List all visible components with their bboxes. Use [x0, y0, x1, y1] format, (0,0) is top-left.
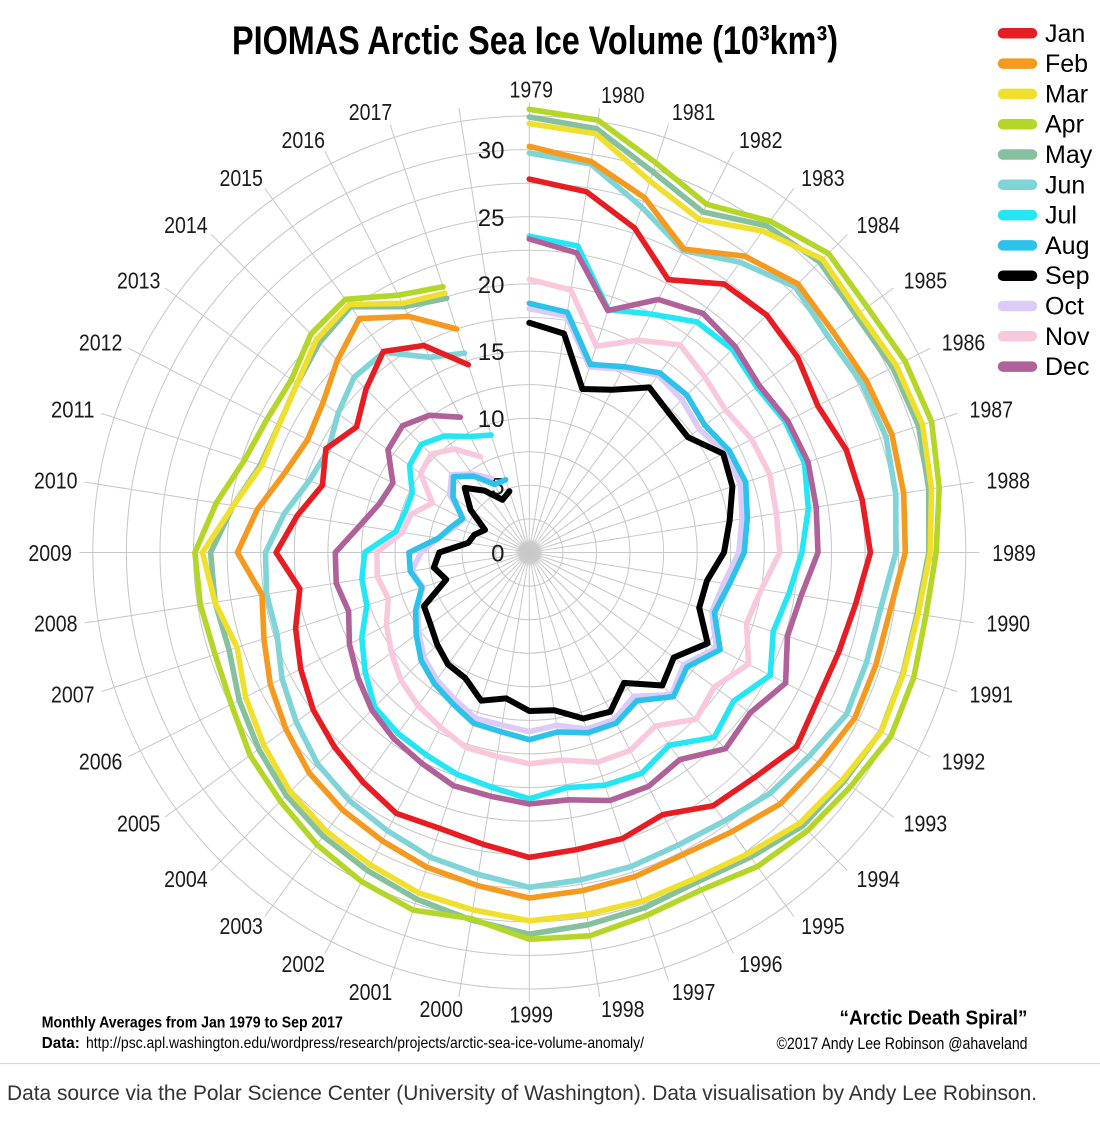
- svg-text:2012: 2012: [79, 330, 123, 356]
- svg-text:1979: 1979: [510, 76, 554, 102]
- svg-text:1983: 1983: [801, 165, 845, 191]
- svg-text:10: 10: [478, 406, 505, 433]
- svg-text:“Arctic Death Spiral”: “Arctic Death Spiral”: [840, 1008, 1028, 1030]
- svg-text:15: 15: [478, 339, 505, 366]
- svg-text:Data source via the Polar Scie: Data source via the Polar Science Center…: [7, 1082, 1037, 1105]
- svg-text:2017: 2017: [349, 99, 393, 125]
- svg-text:1990: 1990: [987, 611, 1031, 637]
- svg-text:2007: 2007: [51, 681, 95, 707]
- svg-text:Dec: Dec: [1045, 353, 1089, 381]
- svg-text:1996: 1996: [739, 951, 783, 977]
- svg-text:http://psc.apl.washington.edu/: http://psc.apl.washington.edu/wordpress/…: [86, 1035, 644, 1052]
- svg-text:2000: 2000: [420, 996, 464, 1022]
- svg-text:Mar: Mar: [1045, 80, 1088, 108]
- svg-text:1984: 1984: [856, 212, 900, 238]
- svg-text:1985: 1985: [904, 267, 948, 293]
- svg-text:1986: 1986: [942, 330, 986, 356]
- svg-text:Aug: Aug: [1045, 232, 1089, 260]
- svg-text:0: 0: [491, 541, 504, 568]
- svg-text:2002: 2002: [282, 951, 326, 977]
- svg-text:1988: 1988: [987, 468, 1031, 494]
- svg-text:2015: 2015: [219, 165, 263, 191]
- svg-text:©2017 Andy Lee Robinson @ahave: ©2017 Andy Lee Robinson @ahaveland: [777, 1034, 1028, 1053]
- svg-text:Jan: Jan: [1045, 20, 1085, 48]
- svg-text:1992: 1992: [942, 749, 986, 775]
- svg-text:May: May: [1045, 141, 1093, 169]
- svg-text:Jun: Jun: [1045, 171, 1085, 199]
- svg-text:2013: 2013: [117, 267, 161, 293]
- svg-text:1998: 1998: [601, 996, 645, 1022]
- svg-text:Feb: Feb: [1045, 50, 1088, 78]
- svg-text:1981: 1981: [672, 99, 716, 125]
- svg-text:2003: 2003: [219, 913, 263, 939]
- svg-text:1991: 1991: [970, 681, 1014, 707]
- svg-text:2010: 2010: [34, 468, 78, 494]
- svg-text:Data:: Data:: [42, 1035, 80, 1052]
- svg-text:1989: 1989: [992, 540, 1036, 566]
- svg-text:1999: 1999: [510, 1002, 554, 1028]
- svg-text:Apr: Apr: [1045, 111, 1084, 139]
- svg-text:Sep: Sep: [1045, 262, 1089, 290]
- svg-text:1987: 1987: [970, 397, 1014, 423]
- svg-text:2006: 2006: [79, 749, 123, 775]
- svg-text:2001: 2001: [349, 979, 393, 1005]
- svg-text:1993: 1993: [904, 811, 948, 837]
- svg-text:2005: 2005: [117, 811, 161, 837]
- svg-text:Oct: Oct: [1045, 293, 1084, 321]
- svg-text:2009: 2009: [28, 540, 72, 566]
- svg-text:1980: 1980: [601, 82, 645, 108]
- svg-text:1995: 1995: [801, 913, 845, 939]
- svg-text:30: 30: [478, 138, 505, 165]
- svg-text:Jul: Jul: [1045, 202, 1077, 230]
- svg-text:2004: 2004: [164, 866, 208, 892]
- svg-text:2016: 2016: [282, 127, 326, 153]
- svg-text:1997: 1997: [672, 979, 716, 1005]
- svg-text:25: 25: [478, 205, 505, 232]
- svg-text:20: 20: [478, 272, 505, 299]
- svg-text:2008: 2008: [34, 611, 78, 637]
- svg-text:Monthly Averages from Jan 1979: Monthly Averages from Jan 1979 to Sep 20…: [42, 1015, 343, 1032]
- svg-text:2014: 2014: [164, 212, 208, 238]
- svg-text:1994: 1994: [856, 866, 900, 892]
- svg-text:2011: 2011: [51, 397, 95, 423]
- svg-text:PIOMAS Arctic Sea Ice Volume (: PIOMAS Arctic Sea Ice Volume (10³km³): [232, 19, 838, 63]
- svg-text:1982: 1982: [739, 127, 783, 153]
- svg-text:Nov: Nov: [1045, 323, 1090, 351]
